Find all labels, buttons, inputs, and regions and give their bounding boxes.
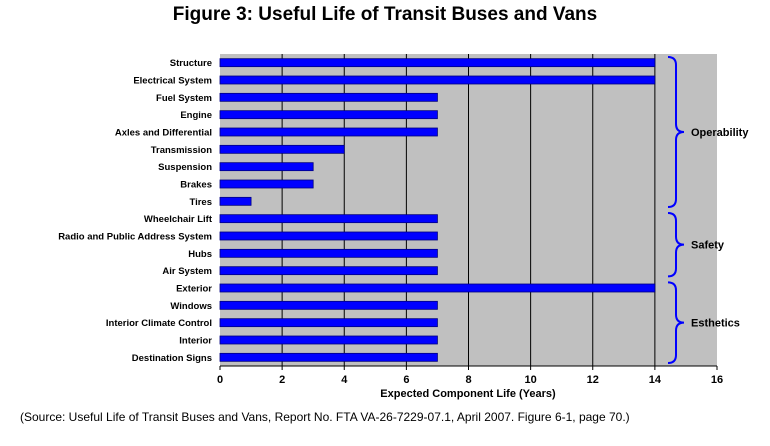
group-braces: Operability Safety Esthetics <box>667 56 749 364</box>
group-brace <box>667 56 685 208</box>
bar-5 <box>219 127 438 137</box>
tick-label: 16 <box>711 374 723 386</box>
tick-label: 4 <box>341 374 348 386</box>
gridlines <box>281 54 656 366</box>
source-note: (Source: Useful Life of Transit Buses an… <box>20 410 630 424</box>
category-label: Axles and Differential <box>115 128 212 139</box>
category-label: Exterior <box>176 284 212 295</box>
category-label: Hubs <box>188 249 212 260</box>
chart-title: Figure 3: Useful Life of Transit Buses a… <box>172 4 598 25</box>
category-label: Interior <box>179 336 212 347</box>
bar-3 <box>219 92 438 102</box>
bar-11 <box>219 231 438 241</box>
category-labels: Structure Electrical System Fuel System Eng… <box>58 58 213 364</box>
category-label: Engine <box>180 110 212 121</box>
category-label: Windows <box>170 301 212 312</box>
bar-1 <box>219 58 656 68</box>
category-label: Electrical System <box>133 76 212 87</box>
category-label: Radio and Public Address System <box>58 232 212 243</box>
bar-12 <box>219 248 438 258</box>
tick-label: 14 <box>649 374 662 386</box>
category-label: Suspension <box>158 162 212 173</box>
x-axis-ticks: 0 2 4 6 8 10 12 14 16 <box>217 366 723 386</box>
category-label: Air System <box>162 266 212 277</box>
tick-label: 10 <box>525 374 537 386</box>
bar-9 <box>219 196 252 206</box>
category-label: Wheelchair Lift <box>144 214 213 225</box>
group-brace <box>667 281 685 364</box>
group-label: Esthetics <box>691 318 740 330</box>
bar-14 <box>219 283 656 293</box>
group-label: Operability <box>691 127 749 139</box>
tick-label: 0 <box>217 374 223 386</box>
tick-label: 8 <box>465 374 471 386</box>
group-label: Safety <box>691 240 725 252</box>
group-brace <box>667 212 685 278</box>
bar-4 <box>219 110 438 120</box>
category-label: Structure <box>170 58 212 69</box>
category-label: Tires <box>189 197 212 208</box>
bars <box>219 58 656 362</box>
tick-label: 2 <box>279 374 285 386</box>
bar-13 <box>219 266 438 276</box>
bar-17 <box>219 335 438 345</box>
tick-label: 12 <box>587 374 599 386</box>
category-label: Destination Signs <box>132 353 212 364</box>
bar-18 <box>219 352 438 362</box>
category-label: Brakes <box>180 180 212 191</box>
bar-2 <box>219 75 656 85</box>
bar-10 <box>219 214 438 224</box>
tick-label: 6 <box>403 374 409 386</box>
x-axis-title: Expected Component Life (Years) <box>380 388 556 400</box>
bar-16 <box>219 318 438 328</box>
category-label: Transmission <box>151 145 212 156</box>
bar-8 <box>219 179 314 189</box>
category-label: Fuel System <box>156 93 212 104</box>
bar-7 <box>219 162 314 172</box>
bar-15 <box>219 300 438 310</box>
bar-6 <box>219 144 345 154</box>
category-label: Interior Climate Control <box>106 318 212 329</box>
